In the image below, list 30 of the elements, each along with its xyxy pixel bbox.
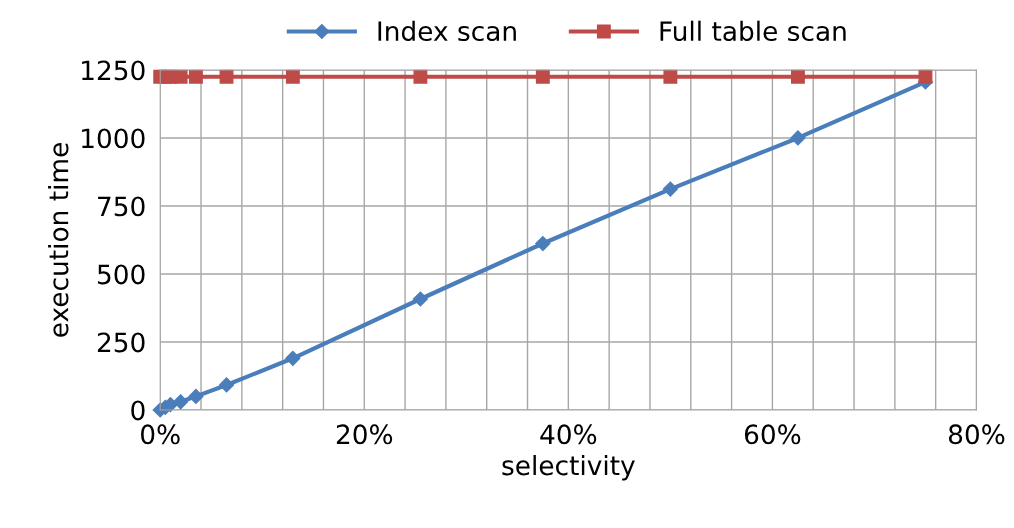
- point: [535, 235, 551, 252]
- y-axis-title: execution time: [48, 143, 69, 337]
- point: [188, 388, 204, 404]
- x-tick-label: 60%: [744, 424, 801, 445]
- point: [188, 69, 203, 84]
- point: [218, 377, 235, 393]
- y-tick-label: 250: [97, 332, 145, 353]
- point: [413, 69, 428, 84]
- y-tick-label: 750: [98, 196, 145, 217]
- point: [790, 130, 806, 146]
- x-tick-label: 20%: [336, 424, 393, 445]
- point: [412, 291, 428, 307]
- x-tick-label: 80%: [948, 424, 1005, 445]
- y-tick-label: 0: [131, 400, 145, 421]
- point: [662, 181, 678, 197]
- x-tick-label: 40%: [540, 424, 597, 445]
- point: [173, 69, 188, 84]
- point: [285, 69, 300, 84]
- y-tick-label: 1000: [82, 128, 145, 149]
- point: [285, 350, 301, 366]
- y-tick-label: 500: [97, 264, 145, 285]
- y-tick-label: 1250: [82, 60, 145, 81]
- x-axis-title: selectivity: [502, 454, 635, 481]
- point: [790, 69, 805, 84]
- legend-label: Index scan: [378, 20, 516, 42]
- legend-label: Full table scan: [660, 20, 846, 42]
- point: [535, 69, 550, 84]
- point: [173, 394, 189, 410]
- point: [663, 69, 678, 84]
- x-tick-label: 0%: [141, 424, 180, 445]
